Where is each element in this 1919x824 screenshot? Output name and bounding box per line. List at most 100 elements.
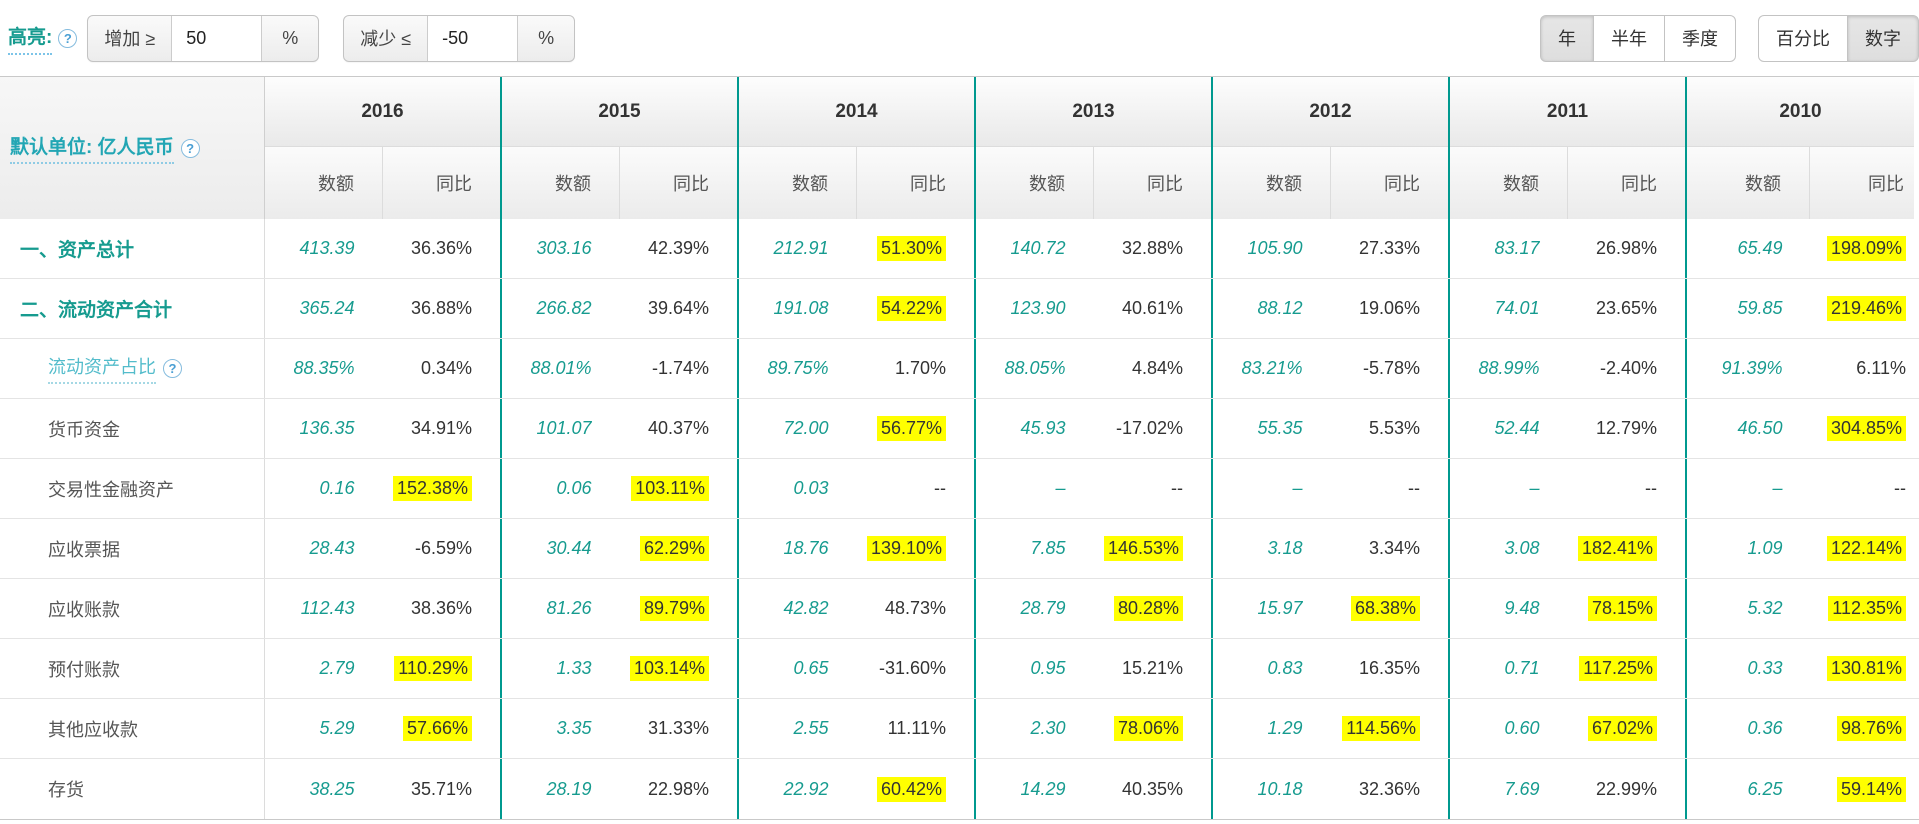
yoy-cell: 78.15% bbox=[1568, 579, 1686, 638]
amount-cell: 88.99% bbox=[1478, 358, 1540, 378]
increase-label: 增加 ≥ bbox=[88, 15, 173, 61]
year-group-header: 2010 数额 同比 bbox=[1687, 77, 1914, 219]
highlight-label: 高亮: bbox=[8, 22, 53, 55]
yoy-cell: 19.06% bbox=[1358, 298, 1420, 318]
year-group-cells: 5.29 57.66% bbox=[265, 699, 502, 758]
amount-cell: 42.82 bbox=[783, 598, 829, 618]
year-group-cells: 14.29 40.35% bbox=[976, 759, 1213, 819]
amount-cell: 1.33 bbox=[556, 658, 592, 678]
yoy-cell: 51.30% bbox=[857, 219, 975, 278]
row-label-cell: 交易性金融资产 bbox=[0, 459, 265, 518]
yoy-cell: 0.34% bbox=[420, 358, 472, 378]
year-group-cells: 88.99% -2.40% bbox=[1450, 339, 1687, 398]
year-group-header: 2015 数额 同比 bbox=[502, 77, 739, 219]
amount-cell: 88.12 bbox=[1257, 298, 1303, 318]
highlight-badge: 80.28% bbox=[1113, 596, 1183, 621]
format-toggle-group: 百分比 数字 bbox=[1758, 14, 1919, 62]
yoy-cell: -- bbox=[1894, 478, 1906, 498]
year-group-cells: 3.35 31.33% bbox=[502, 699, 739, 758]
row-label: 一、资产总计 bbox=[20, 240, 135, 261]
yoy-cell: 12.79% bbox=[1595, 418, 1657, 438]
amount-column-header: 数额 bbox=[1450, 147, 1567, 219]
amount-cell: 0.03 bbox=[793, 478, 829, 498]
row-label-cell: 二、流动资产合计 bbox=[0, 279, 265, 338]
year-header-2015: 2015 bbox=[502, 77, 737, 147]
yoy-cell: 68.38% bbox=[1331, 579, 1449, 638]
yoy-cell: 15.21% bbox=[1121, 658, 1183, 678]
yoy-cell: 62.29% bbox=[620, 519, 738, 578]
year-group-cells: 303.16 42.39% bbox=[502, 219, 739, 278]
amount-cell: 212.91 bbox=[773, 238, 829, 258]
increase-threshold-group: 增加 ≥ % bbox=[87, 14, 320, 62]
yoy-cell: 122.14% bbox=[1811, 519, 1915, 578]
amount-cell: 38.25 bbox=[309, 778, 355, 799]
amount-cell: 28.43 bbox=[309, 538, 355, 558]
format-button-0[interactable]: 百分比 bbox=[1758, 14, 1848, 62]
yoy-cell: 35.71% bbox=[410, 778, 472, 799]
highlight-badge: 117.25% bbox=[1579, 656, 1657, 681]
table-row: 存货 38.25 35.71% 28.19 22.98% 22.92 60.42% 14.29… bbox=[0, 759, 1919, 819]
yoy-cell: 42.39% bbox=[647, 238, 709, 258]
yoy-cell: 1.70% bbox=[894, 358, 946, 378]
period-button-1[interactable]: 半年 bbox=[1593, 14, 1665, 62]
yoy-cell: -1.74% bbox=[651, 358, 709, 378]
yoy-column-header: 同比 bbox=[619, 147, 737, 219]
year-group-cells: 0.71 117.25% bbox=[1450, 639, 1687, 698]
amount-cell: 65.49 bbox=[1737, 238, 1783, 258]
amount-cell: 191.08 bbox=[773, 298, 829, 318]
yoy-cell: 146.53% bbox=[1094, 519, 1212, 578]
highlight-badge: 110.29% bbox=[394, 656, 472, 681]
year-group-cells: 0.83 16.35% bbox=[1213, 639, 1450, 698]
period-button-0[interactable]: 年 bbox=[1540, 14, 1594, 62]
amount-cell: 55.35 bbox=[1257, 418, 1303, 438]
year-group-cells: 0.33 130.81% bbox=[1687, 639, 1914, 698]
row-label: 预付账款 bbox=[48, 659, 120, 680]
amount-cell: 3.35 bbox=[556, 718, 592, 738]
period-button-2[interactable]: 季度 bbox=[1664, 14, 1736, 62]
year-group-cells: 91.39% 6.11% bbox=[1687, 339, 1914, 398]
ratio-help-icon[interactable]: ? bbox=[163, 359, 182, 378]
amount-cell: 266.82 bbox=[536, 298, 592, 318]
unit-label[interactable]: 默认单位: 亿人民币 ? bbox=[10, 132, 200, 164]
year-group-cells: – -- bbox=[1213, 459, 1450, 518]
year-group-cells: 22.92 60.42% bbox=[739, 759, 976, 819]
amount-cell: 81.26 bbox=[546, 598, 592, 618]
decrease-threshold-input[interactable] bbox=[428, 15, 519, 61]
highlight-badge: 152.38% bbox=[392, 476, 472, 501]
amount-column-header: 数额 bbox=[976, 147, 1093, 219]
highlight-badge: 89.79% bbox=[639, 596, 709, 621]
year-group-cells: 74.01 23.65% bbox=[1450, 279, 1687, 338]
unit-help-icon[interactable]: ? bbox=[180, 138, 200, 158]
highlight-badge: 198.09% bbox=[1826, 236, 1906, 261]
increase-threshold-input[interactable] bbox=[172, 15, 263, 61]
year-group-cells: 2.79 110.29% bbox=[265, 639, 502, 698]
highlight-badge: 54.22% bbox=[876, 296, 946, 321]
financial-table: 默认单位: 亿人民币 ? 2016 数额 同比 2015 数额 同比 2014 数额 同比 201… bbox=[0, 76, 1919, 820]
yoy-cell: 40.35% bbox=[1121, 778, 1183, 799]
yoy-cell: 103.11% bbox=[620, 459, 738, 518]
format-button-1[interactable]: 数字 bbox=[1847, 14, 1919, 62]
year-group-cells: 72.00 56.77% bbox=[739, 399, 976, 458]
yoy-cell: -- bbox=[1645, 478, 1657, 498]
yoy-column-header: 同比 bbox=[856, 147, 974, 219]
subheader-row: 数额 同比 bbox=[976, 147, 1211, 219]
row-label[interactable]: 流动资产占比 bbox=[48, 353, 156, 384]
row-label-cell: 应收票据 bbox=[0, 519, 265, 578]
subheader-row: 数额 同比 bbox=[265, 147, 500, 219]
highlight-badge: 78.06% bbox=[1113, 716, 1183, 741]
highlight-help-icon[interactable]: ? bbox=[58, 28, 78, 48]
year-group-cells: 65.49 198.09% bbox=[1687, 219, 1914, 278]
yoy-cell: 304.85% bbox=[1811, 399, 1915, 458]
highlight-badge: 62.29% bbox=[639, 536, 709, 561]
highlight-badge: 68.38% bbox=[1350, 596, 1420, 621]
year-group-cells: 1.29 114.56% bbox=[1213, 699, 1450, 758]
highlight-badge: 57.66% bbox=[402, 716, 472, 741]
year-group-cells: 59.85 219.46% bbox=[1687, 279, 1914, 338]
amount-cell: 0.95 bbox=[1030, 658, 1066, 678]
yoy-column-header: 同比 bbox=[382, 147, 500, 219]
year-group-cells: 266.82 39.64% bbox=[502, 279, 739, 338]
year-group-cells: 3.18 3.34% bbox=[1213, 519, 1450, 578]
year-group-cells: 88.35% 0.34% bbox=[265, 339, 502, 398]
amount-column-header: 数额 bbox=[502, 147, 619, 219]
subheader-row: 数额 同比 bbox=[502, 147, 737, 219]
